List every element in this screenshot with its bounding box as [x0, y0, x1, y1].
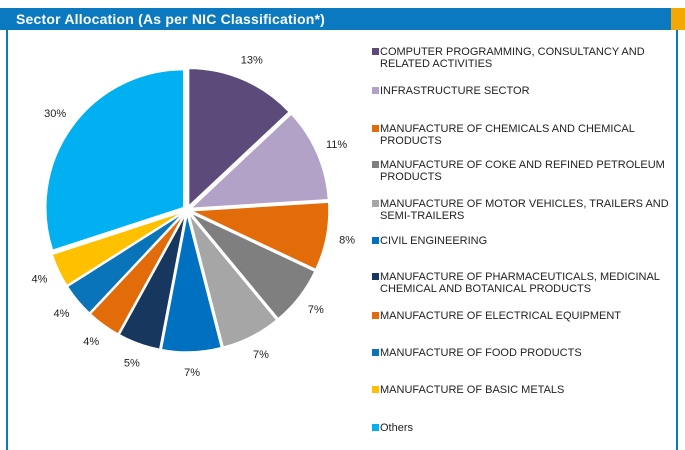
legend-swatch: [372, 200, 379, 207]
pie-slice: [118, 213, 187, 351]
legend-label: INFRASTRUCTURE SECTOR: [380, 85, 530, 97]
slice-label: 7%: [308, 304, 324, 316]
chart: 13% 11% 8% 7% 7% 7% 5% 4% 4% 4% 30%: [32, 54, 356, 379]
legend-label: MANUFACTURE OF CHEMICALS AND CHEMICAL PR…: [380, 123, 635, 147]
slice-label: 4%: [53, 308, 69, 320]
pie-slice: [190, 201, 330, 271]
legend-item: COMPUTER PROGRAMMING, CONSULTANCY AND RE…: [372, 46, 685, 70]
legend-item: MANUFACTURE OF BASIC METALS: [372, 384, 685, 396]
pie-slice: [189, 211, 317, 320]
legend-label: MANUFACTURE OF COKE AND REFINED PETROLEU…: [380, 159, 665, 183]
slice-label: 7%: [184, 367, 200, 379]
legend-item: MANUFACTURE OF ELECTRICAL EQUIPMENT: [372, 310, 685, 322]
legend-label: MANUFACTURE OF MOTOR VEHICLES, TRAILERS …: [380, 198, 669, 222]
slice-label: 4%: [83, 336, 99, 348]
legend-label: COMPUTER PROGRAMMING, CONSULTANCY AND RE…: [380, 46, 645, 70]
legend-item: INFRASTRUCTURE SECTOR: [372, 85, 685, 97]
pie-slice: [89, 212, 186, 336]
slice-label: 5%: [124, 357, 140, 369]
legend-label: MANUFACTURE OF FOOD PRODUCTS: [380, 347, 582, 359]
legend-swatch: [372, 48, 379, 55]
legend-item: Others: [372, 422, 685, 434]
legend-label: MANUFACTURE OF ELECTRICAL EQUIPMENT: [380, 310, 622, 322]
frame: [6, 30, 678, 450]
legend-label: Others: [380, 422, 414, 434]
pie-slice: [188, 213, 278, 349]
pie-slice: [51, 210, 184, 287]
legend-item: MANUFACTURE OF MOTOR VEHICLES, TRAILERS …: [372, 198, 685, 222]
legend-label: CIVIL ENGINEERING: [380, 235, 488, 247]
legend-item: MANUFACTURE OF PHARMACEUTICALS, MEDICINA…: [372, 271, 685, 295]
slice-label: 7%: [253, 349, 269, 361]
slice-label: 13%: [241, 54, 263, 66]
legend-label: MANUFACTURE OF BASIC METALS: [380, 384, 565, 396]
legend-item: MANUFACTURE OF FOOD PRODUCTS: [372, 347, 685, 359]
legend-item: MANUFACTURE OF CHEMICALS AND CHEMICAL PR…: [372, 123, 685, 147]
legend-swatch: [372, 424, 379, 431]
pie-slice: [160, 213, 223, 353]
header-bar: Sector Allocation (As per NIC Classifica…: [0, 8, 685, 30]
legend-swatch: [372, 312, 379, 319]
legend: COMPUTER PROGRAMMING, CONSULTANCY AND RE…: [372, 0, 685, 450]
legend-label: MANUFACTURE OF PHARMACEUTICALS, MEDICINA…: [380, 271, 660, 295]
pie-slice: [187, 67, 291, 209]
slice-label: 11%: [326, 139, 347, 151]
pie-slice: [45, 68, 185, 252]
legend-item: CIVIL ENGINEERING: [372, 235, 685, 247]
slice-label: 30%: [44, 108, 66, 120]
legend-swatch: [372, 237, 379, 244]
legend-swatch: [372, 161, 379, 168]
corner-accent: [671, 8, 685, 30]
slice-label: 8%: [339, 234, 355, 246]
slice-label: 4%: [32, 273, 48, 285]
pie-slice: [66, 211, 185, 315]
legend-swatch: [372, 386, 379, 393]
pie-slice: [188, 112, 330, 210]
chart-title: Sector Allocation (As per NIC Classifica…: [16, 11, 325, 27]
legend-swatch: [372, 349, 379, 356]
legend-swatch: [372, 273, 379, 280]
legend-swatch: [372, 125, 379, 132]
legend-swatch: [372, 87, 379, 94]
legend-item: MANUFACTURE OF COKE AND REFINED PETROLEU…: [372, 159, 685, 183]
